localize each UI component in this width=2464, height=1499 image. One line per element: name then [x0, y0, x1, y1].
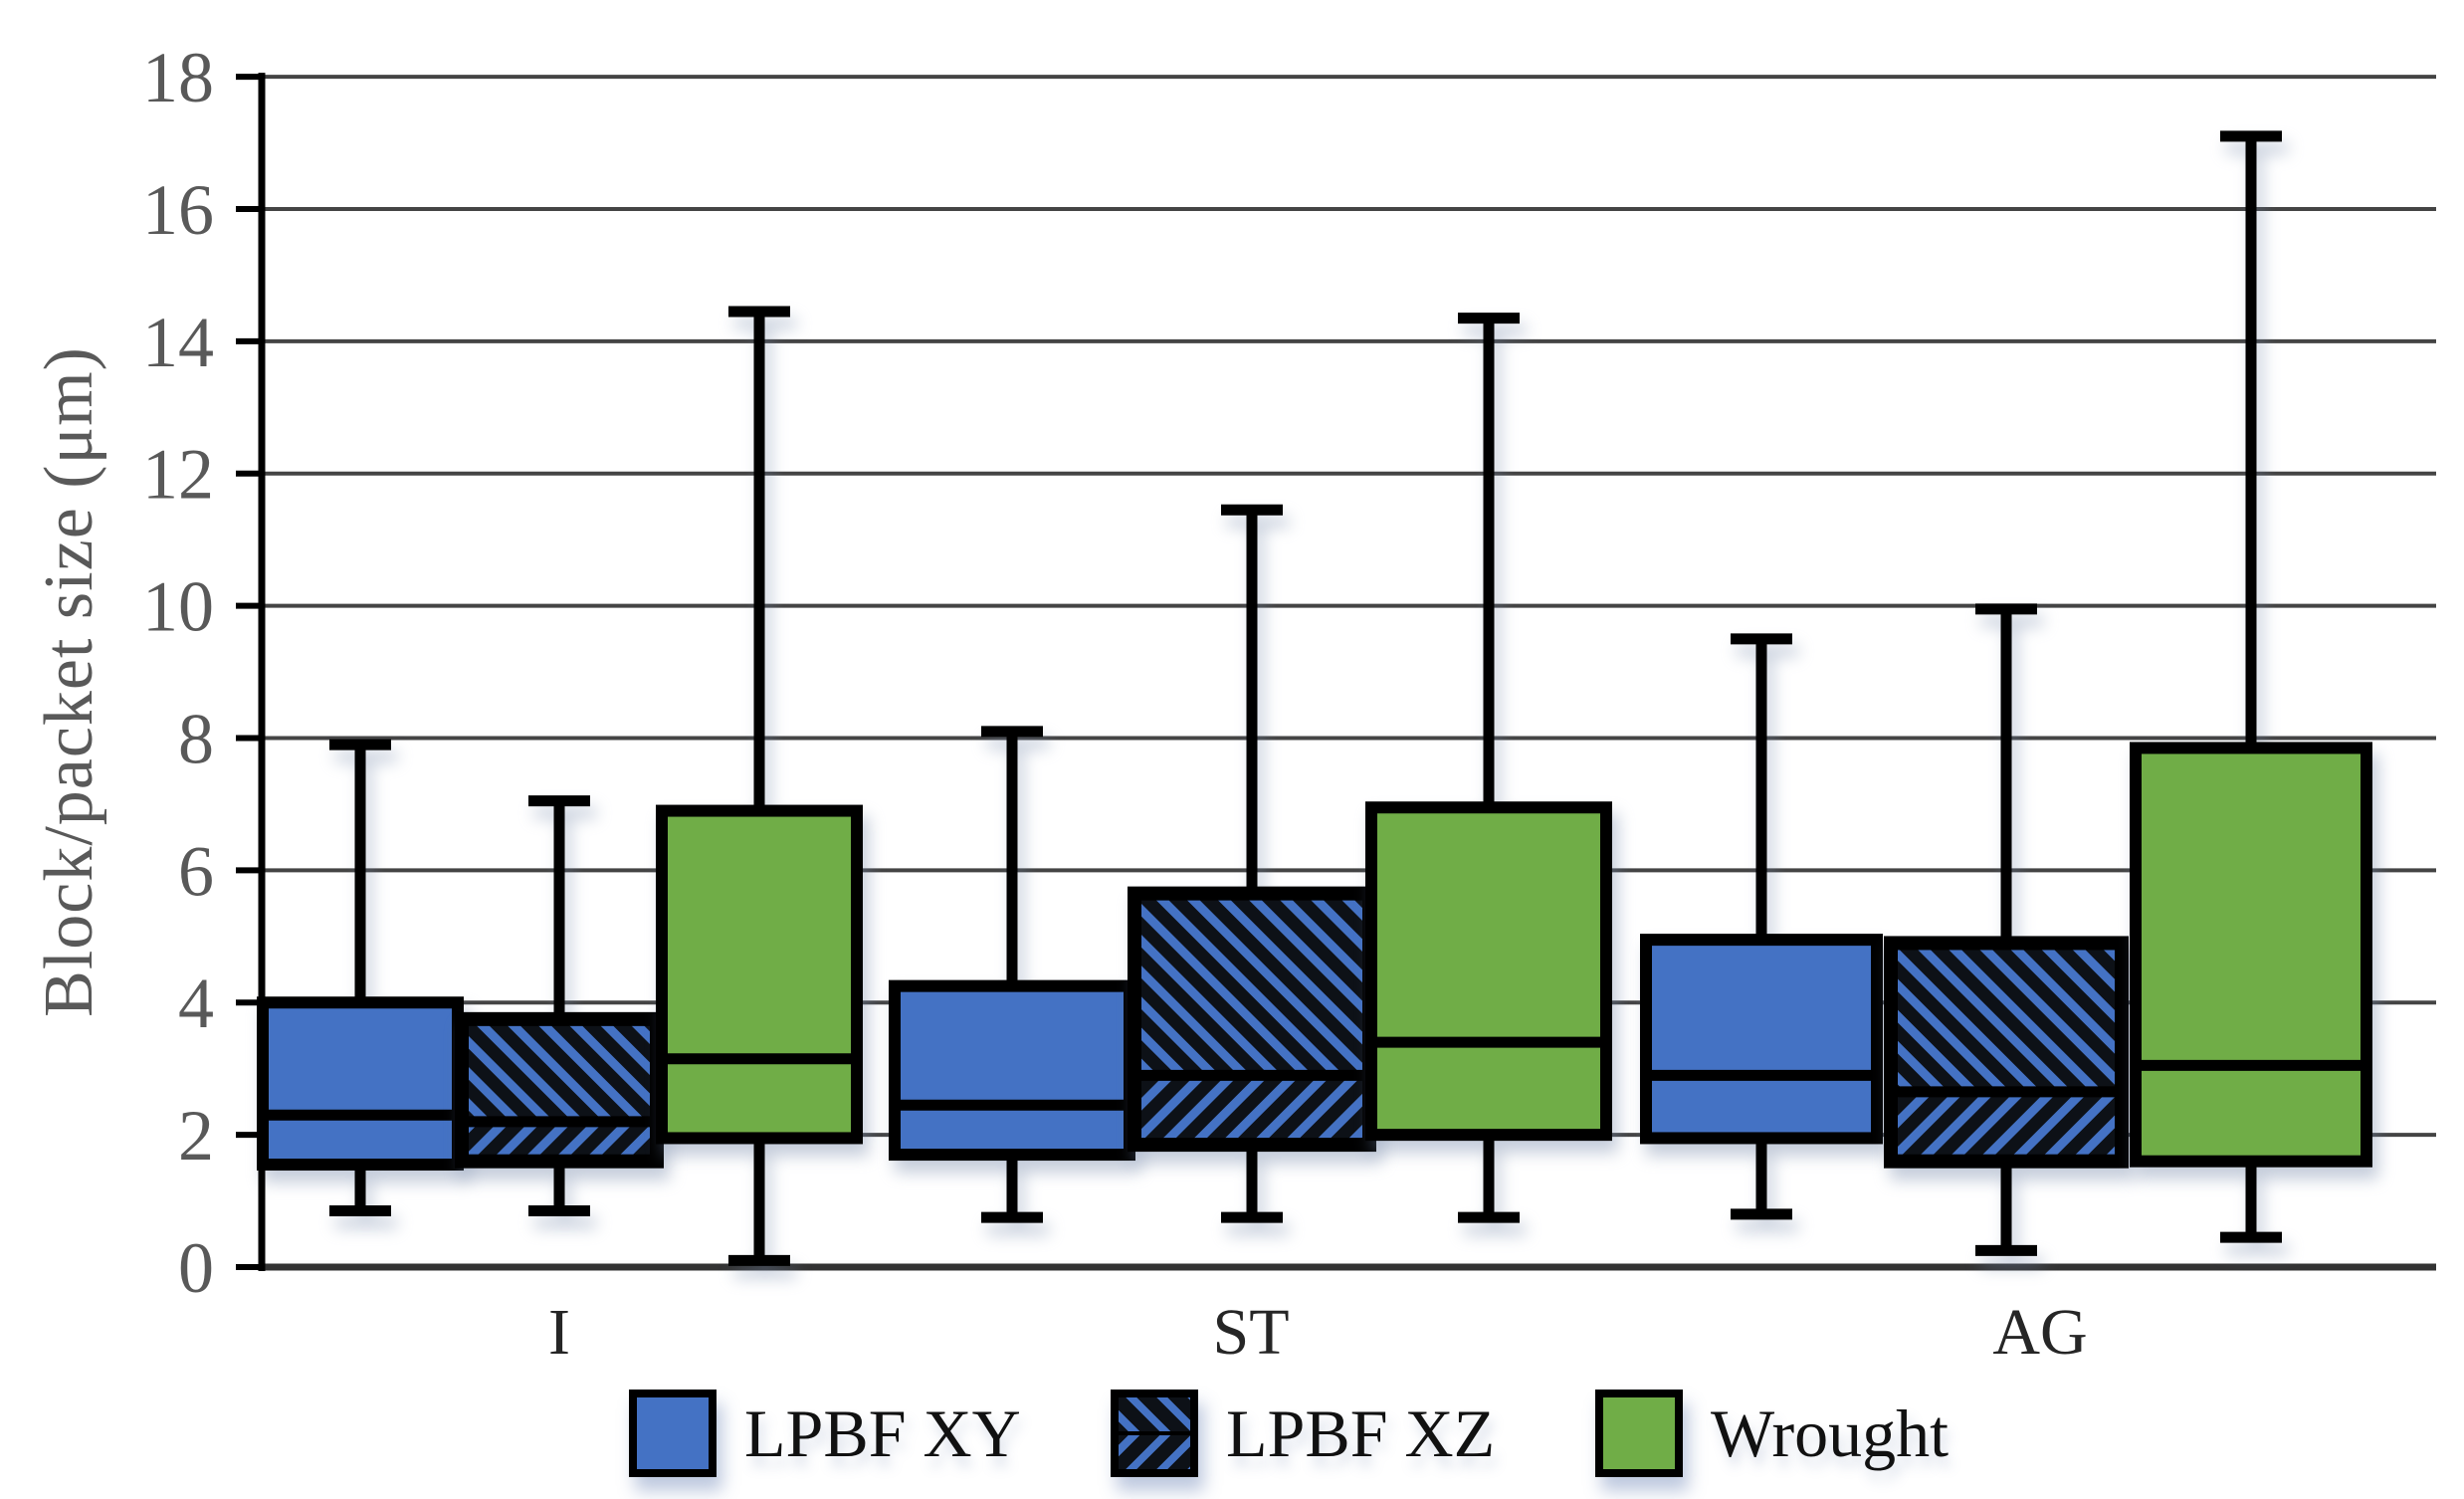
box-wrought-i — [656, 306, 863, 1266]
hatch-up-sample — [1119, 1435, 1190, 1469]
box-body — [656, 804, 863, 1145]
box-body — [1640, 934, 1883, 1145]
box-lower-hatched — [1134, 1075, 1369, 1146]
x-category-label-ST: ST — [1212, 1296, 1289, 1369]
x-category-label-AG: AG — [1992, 1296, 2087, 1369]
legend-item-lpbf-xz: LPBF XZ — [1111, 1390, 1495, 1477]
axes-layer — [236, 73, 266, 1271]
box-lpbf-xy-ag — [1640, 633, 1883, 1220]
box-upper-hatched — [462, 1018, 657, 1122]
box-upper-hatched — [1134, 893, 1369, 1076]
y-tick-label-18: 18 — [142, 38, 214, 117]
boxes-layer — [257, 130, 2372, 1266]
box-upper-hatched — [1891, 943, 2122, 1092]
box-lpbf-xz-st — [1128, 504, 1376, 1223]
legend: LPBF XY LPBF XZ Wrought — [0, 1384, 2464, 1493]
legend-label-wrought: Wrought — [1711, 1394, 1949, 1471]
box-lower-hatched — [1891, 1091, 2122, 1162]
box-lpbf-xz-i — [455, 795, 664, 1217]
y-tick-label-8: 8 — [178, 699, 214, 778]
legend-label-lpbf-xz: LPBF XZ — [1226, 1394, 1496, 1471]
legend-swatch-lpbf-xy — [629, 1390, 717, 1477]
legend-swatch-lpbf-xz — [1111, 1390, 1198, 1477]
y-tick-label-12: 12 — [142, 435, 214, 515]
box-wrought-ag — [2130, 130, 2372, 1243]
y-tick-label-6: 6 — [178, 831, 214, 911]
box-lpbf-xz-ag — [1884, 603, 2129, 1256]
y-tick-label-2: 2 — [178, 1096, 214, 1176]
y-tick-labels: 0 2 4 6 8 10 12 14 16 18 — [142, 38, 214, 1308]
y-tick-label-16: 16 — [142, 170, 214, 250]
legend-label-lpbf-xy: LPBF XY — [744, 1394, 1021, 1471]
box-outline — [1884, 936, 2129, 1169]
box-lpbf-xy-i — [257, 739, 464, 1217]
legend-item-wrought: Wrought — [1595, 1390, 1949, 1477]
y-tick-label-4: 4 — [178, 964, 214, 1043]
box-body — [889, 979, 1135, 1162]
box-body — [1365, 801, 1612, 1142]
y-tick-label-10: 10 — [142, 567, 214, 647]
box-body — [2130, 742, 2372, 1168]
box-body — [257, 996, 464, 1172]
box-lpbf-xy-st — [889, 726, 1135, 1223]
legend-item-lpbf-xy: LPBF XY — [629, 1390, 1021, 1477]
y-axis-title: Block/packet size (μm) — [31, 346, 107, 1017]
hatch-down-sample — [1119, 1397, 1190, 1435]
legend-swatch-wrought — [1595, 1390, 1683, 1477]
x-category-label-I: I — [548, 1296, 570, 1369]
y-tick-label-0: 0 — [178, 1228, 214, 1308]
box-wrought-st — [1365, 313, 1612, 1223]
y-tick-label-14: 14 — [142, 303, 214, 382]
